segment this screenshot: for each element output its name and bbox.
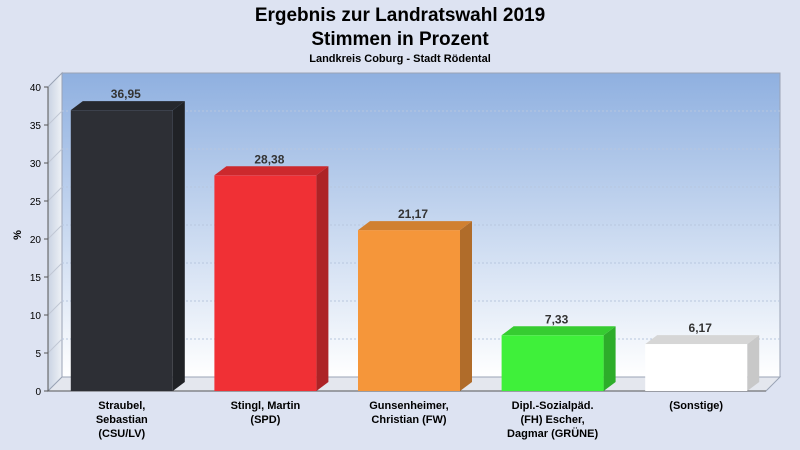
gridline-side xyxy=(47,300,63,316)
bar-top xyxy=(645,335,760,345)
bar-top xyxy=(358,221,472,231)
x-category-label-line: Christian (FW) xyxy=(371,414,446,426)
y-tick-label: 35 xyxy=(30,121,42,132)
y-axis-title: % xyxy=(12,230,24,240)
y-tick-label: 10 xyxy=(30,311,42,322)
bar-value-label: 7,33 xyxy=(545,312,569,326)
x-category-label: Straubel, Sebastian (CSU/LV) xyxy=(96,400,148,440)
x-category-label-line: (Sonstige) xyxy=(669,400,723,412)
x-category-label-line: Gunsenheimer, xyxy=(369,400,448,412)
gridline-side xyxy=(47,338,63,354)
gridline-side xyxy=(47,186,63,202)
bar-value-label: 28,38 xyxy=(254,152,284,166)
x-category-label: Gunsenheimer, Christian (FW) xyxy=(369,400,448,426)
chart-subtitle: Landkreis Coburg - Stadt Rödental xyxy=(309,53,491,65)
y-tick-label: 40 xyxy=(30,83,42,94)
y-tick-label: 25 xyxy=(30,197,42,208)
x-category-label: (Sonstige) xyxy=(669,400,723,412)
x-category-label-line: Sebastian xyxy=(96,414,148,426)
x-category-label-line: (CSU/LV) xyxy=(98,428,145,440)
chart-title: Ergebnis zur Landratswahl 2019 Stimmen i… xyxy=(0,4,800,52)
bar xyxy=(645,344,748,391)
chart-title-line1: Ergebnis zur Landratswahl 2019 xyxy=(254,5,546,26)
bar xyxy=(501,335,604,391)
bar xyxy=(358,230,460,391)
x-category-label-line: Straubel, xyxy=(98,400,145,412)
bar-value-label: 21,17 xyxy=(398,207,428,221)
bar-side xyxy=(172,101,185,392)
gridline-side xyxy=(47,148,63,164)
plot-area: 0 5 10 15 20 25 30 35 40% 36,95 Straubel, Sebastian… xyxy=(12,71,782,440)
bar-value-label: 36,95 xyxy=(111,87,141,101)
chart-title-line2: Stimmen in Prozent xyxy=(311,29,489,50)
gridline-side xyxy=(47,110,63,126)
bar-top xyxy=(70,101,185,111)
x-category-label: Stingl, Martin (SPD) xyxy=(231,400,301,426)
bar-top xyxy=(501,326,616,336)
x-category-label-line: Dipl.-Sozialpäd. xyxy=(512,400,594,412)
x-category-label-line: Dagmar (GRÜNE) xyxy=(507,427,598,440)
x-category-label-line: (SPD) xyxy=(250,414,280,426)
gridline-side xyxy=(47,262,63,278)
bar-side xyxy=(316,166,329,391)
y-tick-label: 20 xyxy=(30,235,42,246)
y-tick-label: 30 xyxy=(30,159,42,170)
bar-side xyxy=(747,335,760,391)
x-category-label-line: (FH) Escher, xyxy=(521,414,585,426)
bar-value-label: 6,17 xyxy=(689,321,713,335)
x-category-label: Dipl.-Sozialpäd. (FH) Escher, Dagmar (GRÜN… xyxy=(507,400,598,440)
y-tick-label: 15 xyxy=(30,273,42,284)
y-tick-label: 5 xyxy=(35,349,41,360)
x-category-label-line: Stingl, Martin xyxy=(231,400,301,412)
y-tick-label: 0 xyxy=(35,387,41,398)
bar-side xyxy=(460,221,472,391)
bar-side xyxy=(603,326,616,391)
bar-top xyxy=(214,166,329,176)
bar xyxy=(70,110,173,392)
bar xyxy=(214,175,317,391)
gridline-side xyxy=(47,224,63,240)
